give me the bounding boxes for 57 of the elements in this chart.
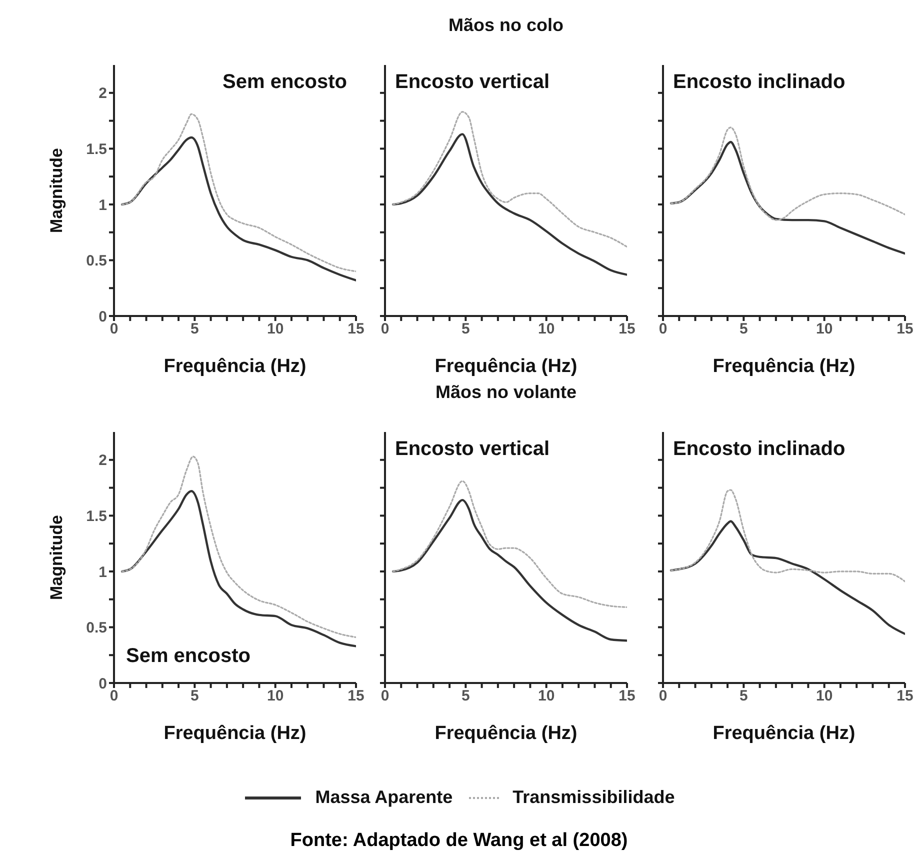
legend-label: Massa Aparente — [315, 787, 453, 808]
x-tick-label: 10 — [266, 688, 284, 705]
x-tick-label: 10 — [266, 320, 284, 338]
y-tick-label: 0 — [98, 308, 107, 326]
y-tick-label: 1 — [98, 196, 107, 214]
x-tick-label: 15 — [348, 688, 364, 705]
x-tick-label: 15 — [618, 320, 636, 338]
x-tick-label: 0 — [110, 688, 118, 705]
x-tick-label: 15 — [348, 320, 364, 338]
chart-subtitle: Mãos no colo — [447, 15, 564, 36]
x-tick-label: 10 — [816, 688, 833, 705]
x-tick-label: 10 — [538, 320, 555, 338]
y-tick-label: 1 — [98, 564, 107, 581]
x-tick-label: 5 — [190, 688, 199, 705]
line-series — [121, 113, 356, 272]
x-tick-label: 0 — [658, 688, 668, 705]
text: Sem encosto — [126, 645, 250, 668]
x-axis-title: Frequência (Hz) — [434, 723, 578, 744]
x-tick-label: 0 — [658, 320, 668, 338]
x-tick-label: 5 — [461, 320, 470, 338]
y-tick-label: 0 — [98, 675, 107, 692]
x-axis-title: Frequência (Hz) — [712, 356, 856, 377]
x-axis-title: Frequência (Hz) — [712, 723, 856, 744]
x-axis-title: Frequência (Hz) — [434, 356, 578, 377]
y-tick-label: 1.5 — [86, 140, 107, 158]
source-note: Fonte: Adaptado de Wang et al (2008) — [289, 830, 629, 852]
x-axis-title: Frequência (Hz) — [164, 723, 306, 744]
x-tick-label: 10 — [538, 688, 555, 705]
y-axis-title: Magnitude — [47, 148, 66, 233]
x-tick-label: 15 — [618, 688, 636, 705]
x-tick-label: 0 — [380, 688, 390, 705]
x-axis-title: Frequência (Hz) — [164, 356, 306, 377]
line-series — [120, 490, 356, 648]
x-tick-label: 5 — [739, 320, 748, 338]
chart-title: Encosto vertical — [395, 71, 550, 94]
chart-title: Encosto inclinado — [673, 438, 846, 461]
x-tick-label: 5 — [190, 320, 199, 338]
x-tick-label: 15 — [896, 688, 914, 705]
y-tick-label: 1.5 — [86, 508, 107, 525]
y-axis-title: Magnitude — [47, 515, 66, 600]
y-tick-label: 0.5 — [86, 252, 107, 270]
chart-subtitle: Mãos no volante — [434, 382, 578, 403]
x-tick-label: 0 — [110, 320, 118, 338]
legend-label: Transmissibilidade — [512, 787, 675, 808]
chart-title: Sem encosto — [222, 71, 347, 94]
x-tick-label: 5 — [461, 688, 470, 705]
y-tick-label: 0.5 — [86, 620, 107, 637]
x-tick-label: 5 — [739, 688, 748, 705]
chart-title: Encosto inclinado — [673, 71, 846, 94]
y-tick-label: 2 — [98, 85, 107, 102]
x-tick-label: 0 — [380, 320, 390, 338]
x-tick-label: 15 — [896, 320, 914, 338]
x-tick-label: 10 — [816, 320, 833, 338]
chart-title: Encosto vertical — [395, 438, 550, 461]
line-series — [121, 456, 356, 638]
y-tick-label: 2 — [98, 452, 107, 470]
line-series — [120, 136, 356, 282]
